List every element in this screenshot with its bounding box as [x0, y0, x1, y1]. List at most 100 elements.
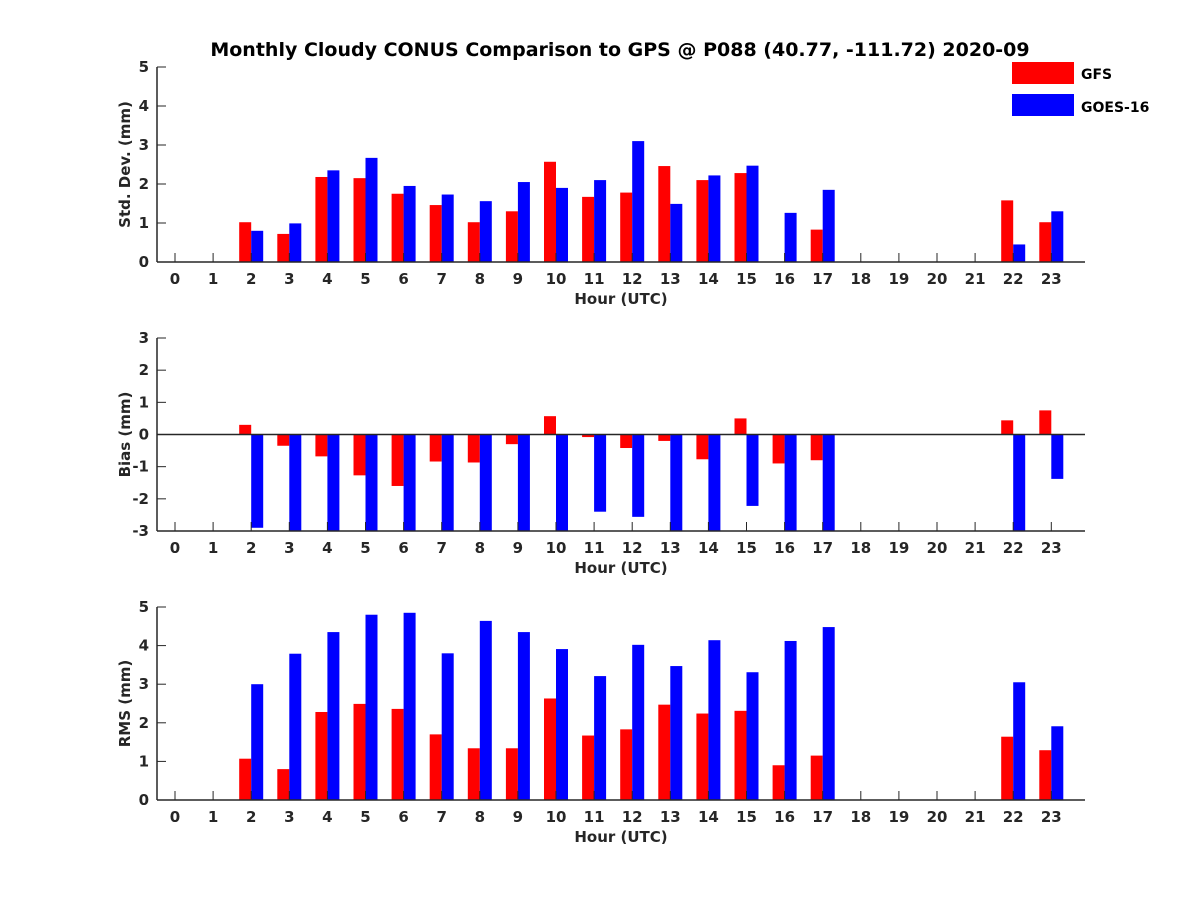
- x-tick-label: 3: [284, 270, 294, 288]
- x-tick-label: 19: [888, 270, 909, 288]
- x-tick-label: 4: [322, 808, 332, 826]
- bar-gfs-hour-9: [505, 748, 518, 800]
- x-tick-label: 5: [360, 808, 370, 826]
- bar-goes-16-hour-11: [594, 180, 607, 262]
- bar-goes-16-hour-12: [632, 434, 645, 517]
- x-tick-label: 23: [1041, 270, 1062, 288]
- legend-label-gfs: GFS: [1081, 67, 1112, 83]
- x-tick-label: 10: [546, 539, 567, 557]
- x-tick-label: 5: [360, 270, 370, 288]
- bar-gfs-hour-2: [239, 424, 252, 435]
- y-tick-label: 3: [139, 329, 149, 347]
- x-tick-label: 13: [660, 808, 681, 826]
- bar-goes-16-hour-5: [365, 157, 378, 262]
- bar-gfs-hour-7: [429, 434, 442, 462]
- bar-gfs-hour-16: [772, 434, 785, 464]
- x-tick-label: 14: [698, 270, 719, 288]
- bar-gfs-hour-14: [696, 434, 709, 460]
- bar-goes-16-hour-16: [784, 640, 797, 800]
- bar-goes-16-hour-23: [1051, 434, 1064, 479]
- x-tick-label: 6: [398, 539, 408, 557]
- bar-goes-16-hour-14: [708, 434, 721, 531]
- bar-goes-16-hour-15: [746, 672, 759, 800]
- bar-gfs-hour-3: [277, 233, 290, 262]
- x-tick-label: 9: [513, 270, 523, 288]
- bar-gfs-hour-22: [1001, 420, 1014, 435]
- x-tick-label: 15: [736, 270, 757, 288]
- bar-gfs-hour-15: [734, 418, 747, 435]
- bar-goes-16-hour-23: [1051, 726, 1064, 800]
- bar-gfs-hour-8: [467, 748, 480, 800]
- x-tick-label: 22: [1003, 539, 1024, 557]
- x-tick-label: 8: [475, 270, 485, 288]
- bar-goes-16-hour-17: [822, 434, 835, 531]
- bar-goes-16-hour-17: [822, 189, 835, 262]
- legend-label-goes16: GOES-16: [1081, 100, 1149, 116]
- x-tick-label: 1: [208, 539, 218, 557]
- x-tick-label: 13: [660, 539, 681, 557]
- legend-swatch-goes16: [1012, 94, 1074, 116]
- bar-gfs-hour-23: [1039, 750, 1052, 800]
- x-tick-label: 20: [927, 270, 948, 288]
- x-tick-label: 3: [284, 539, 294, 557]
- y-tick-label: -2: [132, 490, 149, 508]
- bar-gfs-hour-9: [505, 211, 518, 262]
- bar-gfs-hour-9: [505, 434, 518, 445]
- bar-gfs-hour-4: [315, 434, 328, 457]
- bar-gfs-hour-4: [315, 711, 328, 800]
- y-tick-label: 0: [139, 253, 149, 271]
- y-tick-label: 1: [139, 752, 149, 770]
- x-tick-label: 13: [660, 270, 681, 288]
- x-tick-label: 11: [584, 808, 605, 826]
- y-tick-label: 1: [139, 393, 149, 411]
- bar-goes-16-hour-14: [708, 640, 721, 800]
- bar-gfs-hour-11: [582, 735, 595, 800]
- bar-goes-16-hour-4: [327, 434, 340, 531]
- bar-goes-16-hour-3: [289, 434, 302, 531]
- x-tick-label: 7: [436, 808, 446, 826]
- bar-goes-16-hour-12: [632, 141, 645, 262]
- bar-goes-16-hour-8: [479, 434, 492, 531]
- x-tick-label: 1: [208, 270, 218, 288]
- bar-gfs-hour-17: [810, 229, 823, 262]
- x-tick-label: 9: [513, 808, 523, 826]
- bar-goes-16-hour-2: [251, 684, 264, 800]
- x-tick-label: 23: [1041, 808, 1062, 826]
- y-tick-label: 0: [139, 791, 149, 809]
- bar-goes-16-hour-10: [556, 649, 568, 800]
- bar-goes-16-hour-16: [784, 434, 797, 531]
- x-tick-label: 16: [774, 808, 795, 826]
- bar-goes-16-hour-13: [670, 434, 683, 531]
- y-tick-label: 4: [139, 97, 149, 115]
- bar-gfs-hour-22: [1001, 200, 1014, 262]
- y-axis-label: RMS (mm): [116, 660, 134, 747]
- bar-goes-16-hour-11: [594, 676, 607, 800]
- x-tick-label: 15: [736, 539, 757, 557]
- x-tick-label: 15: [736, 808, 757, 826]
- bar-gfs-hour-14: [696, 713, 709, 800]
- x-tick-label: 2: [246, 808, 256, 826]
- x-tick-label: 11: [584, 270, 605, 288]
- bar-goes-16-hour-16: [784, 212, 797, 262]
- x-tick-label: 19: [888, 808, 909, 826]
- bar-goes-16-hour-15: [746, 434, 759, 506]
- x-tick-label: 20: [927, 808, 948, 826]
- x-tick-label: 10: [546, 808, 567, 826]
- x-tick-label: 11: [584, 539, 605, 557]
- x-tick-label: 0: [170, 539, 180, 557]
- y-axis-label: Std. Dev. (mm): [116, 101, 134, 228]
- bar-gfs-hour-13: [658, 166, 671, 262]
- bar-goes-16-hour-14: [708, 175, 721, 262]
- bar-gfs-hour-5: [353, 434, 366, 476]
- bar-gfs-hour-15: [734, 173, 747, 262]
- y-tick-label: 1: [139, 214, 149, 232]
- bar-gfs-hour-6: [391, 708, 404, 800]
- x-tick-label: 7: [436, 539, 446, 557]
- bar-goes-16-hour-9: [517, 632, 530, 800]
- y-tick-label: 2: [139, 175, 149, 193]
- bar-goes-16-hour-5: [365, 434, 378, 531]
